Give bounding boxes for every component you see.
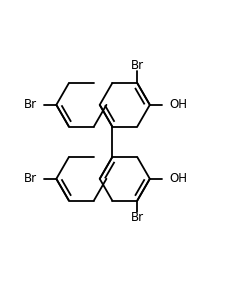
Text: Br: Br xyxy=(24,172,37,185)
Text: Br: Br xyxy=(131,60,144,72)
Text: Br: Br xyxy=(131,211,144,224)
Text: OH: OH xyxy=(169,98,187,111)
Text: Br: Br xyxy=(24,98,37,111)
Text: OH: OH xyxy=(169,172,187,185)
